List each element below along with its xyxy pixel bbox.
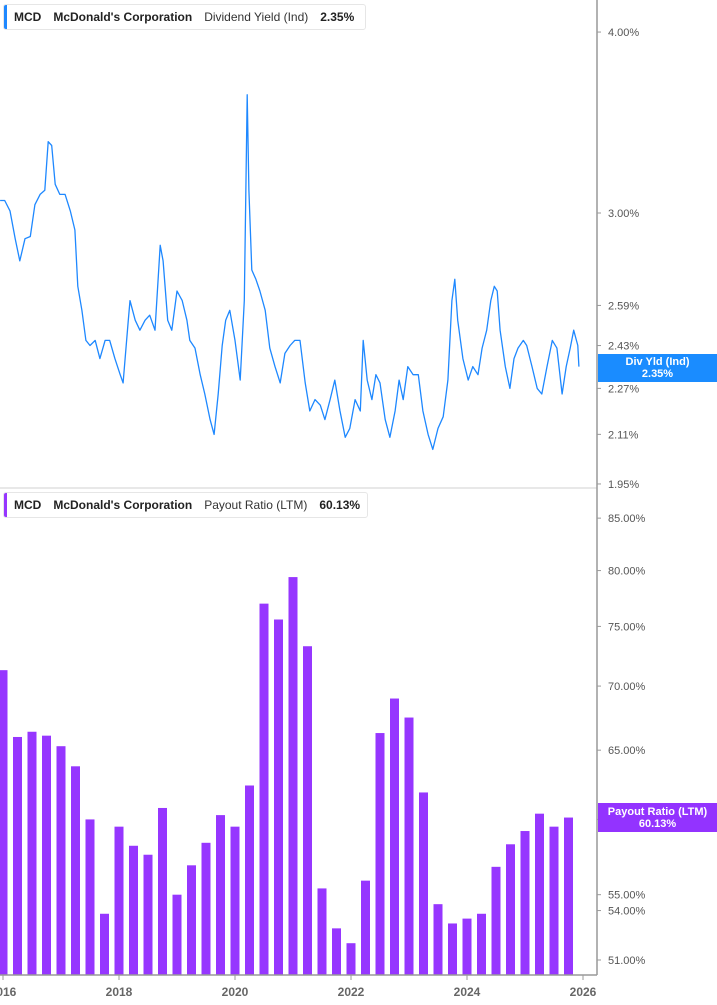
payout-bar[interactable] [332,928,341,975]
dividend-yield-pane: 4.00% 3.00% 2.59% 2.43% 2.27% 2.11% 1.95% [0,27,639,491]
legend-value: 60.13% [319,498,361,512]
y-tick-label: 65.00% [608,745,646,757]
payout-bar[interactable] [448,923,457,975]
payout-bar[interactable] [129,845,138,975]
payout-bar[interactable] [201,842,211,975]
payout-bar[interactable] [288,577,298,975]
payout-bar[interactable] [346,943,356,975]
payout-bar[interactable] [13,736,22,975]
payout-bar[interactable] [114,826,124,975]
payout-bar[interactable] [317,888,327,975]
badge-value: 2.35% [641,368,674,380]
dividend-yield-legend[interactable]: MCD McDonald's Corporation Dividend Yiel… [3,4,366,30]
payout-bar[interactable] [230,826,240,975]
x-tick-label: 2018 [106,985,133,999]
badge-label: Payout Ratio (LTM) [607,806,708,818]
x-tick-label: 2022 [338,985,365,999]
legend-company: McDonald's Corporation [53,10,193,24]
payout-bar[interactable] [390,698,399,975]
badge-label: Div Yld (Ind) [625,356,690,368]
y-tick-label: 70.00% [608,681,646,693]
y-tick-label: 55.00% [608,890,646,902]
payout-bar[interactable] [506,844,515,975]
payout-bar[interactable] [172,894,182,975]
badge-value: 60.13% [638,818,677,830]
legend-metric: Payout Ratio (LTM) [204,498,308,512]
payout-value-badge: Payout Ratio (LTM) 60.13% [598,803,717,832]
x-tick-label: 2024 [454,985,481,999]
payout-bar[interactable] [42,735,51,975]
payout-bar[interactable] [361,880,370,975]
payout-bar[interactable] [143,854,153,975]
x-tick-label: 2020 [222,985,249,999]
legend-value: 2.35% [320,10,355,24]
yield-value-badge: Div Yld (Ind) 2.35% [598,354,717,382]
payout-bar[interactable] [71,766,80,975]
payout-bar[interactable] [419,792,428,975]
y-tick-label: 75.00% [608,621,646,633]
payout-bar[interactable] [187,865,196,975]
y-tick-label: 85.00% [608,513,646,525]
payout-bar[interactable] [216,815,225,975]
y-tick-label: 54.00% [608,906,646,918]
payout-bar[interactable] [274,619,283,975]
x-tick-label: 2016 [0,985,17,999]
y-tick-label: 51.00% [608,955,646,967]
payout-bar[interactable] [433,904,443,975]
legend-metric: Dividend Yield (Ind) [204,10,309,24]
payout-bar[interactable] [375,733,385,975]
payout-ratio-legend[interactable]: MCD McDonald's Corporation Payout Ratio … [3,492,368,518]
payout-bar[interactable] [535,813,544,975]
payout-ratio-pane: 85.00%80.00%75.00%70.00%65.00%60.00%55.0… [0,513,646,975]
y-tick-label: 2.43% [608,341,639,353]
y-tick-label: 2.27% [608,383,639,395]
legend-color-bar [4,5,7,29]
y-tick-label: 4.00% [608,27,639,39]
payout-bar[interactable] [27,731,37,975]
payout-bar[interactable] [520,831,530,975]
y-tick-label: 2.11% [608,429,639,441]
payout-bar[interactable] [259,603,269,975]
legend-ticker: MCD [14,10,42,24]
payout-bar[interactable] [477,913,486,975]
x-axis: 2016 2018 2020 2022 2024 2026 [0,975,597,999]
y-tick-label: 2.59% [608,300,639,312]
payout-bar[interactable] [549,826,559,975]
payout-bar[interactable] [158,807,167,975]
legend-ticker: MCD [14,498,42,512]
legend-color-bar [4,493,7,517]
payout-bar[interactable] [462,918,472,975]
x-tick-label: 2026 [570,985,597,999]
payout-bar[interactable] [0,670,8,975]
payout-bar[interactable] [56,746,66,975]
payout-bar[interactable] [564,817,573,975]
payout-bar[interactable] [100,913,109,975]
payout-bar[interactable] [85,819,95,975]
payout-bar[interactable] [404,717,414,975]
legend-company: McDonald's Corporation [53,498,193,512]
y-tick-label: 80.00% [608,566,646,578]
payout-bar[interactable] [491,866,501,975]
payout-bar[interactable] [245,785,254,975]
y-tick-label: 3.00% [608,208,639,220]
payout-bar[interactable] [303,646,312,975]
dividend-yield-line [0,94,580,451]
y-tick-label: 1.95% [608,479,639,491]
